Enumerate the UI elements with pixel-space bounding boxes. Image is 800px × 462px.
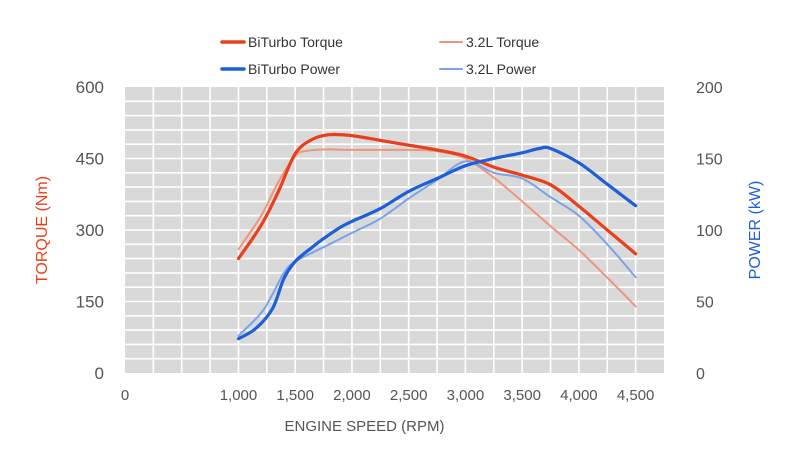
y-left-tick-label: 600 <box>76 78 104 97</box>
y-right-tick-label: 100 <box>696 223 723 240</box>
x-tick-label: 4,500 <box>617 387 655 404</box>
x-tick-label: 2,500 <box>390 387 428 404</box>
series-lines <box>236 132 638 341</box>
x-tick-label: 0 <box>121 387 129 404</box>
x-tick-label: 3,500 <box>503 387 541 404</box>
x-axis-title: ENGINE SPEED (RPM) <box>284 418 444 435</box>
series-line-biturbo-power <box>236 145 638 341</box>
legend-label-torque-3-2: 3.2L Torque <box>466 34 539 50</box>
legend-label-power-3-2: 3.2L Power <box>466 61 537 77</box>
tick-labels: 0 1,000 1,500 2,000 2,500 3,000 3,500 4,000 4,50… <box>76 78 723 404</box>
x-tick-label: 1,500 <box>276 387 314 404</box>
y-right-axis-title: POWER (kW) <box>747 181 764 280</box>
y-left-tick-label: 450 <box>76 150 104 169</box>
series-line-power-3-2 <box>237 160 637 337</box>
legend-label-biturbo-torque: BiTurbo Torque <box>248 34 343 50</box>
series-line-biturbo-torque <box>236 132 638 261</box>
y-right-tick-label: 0 <box>696 366 705 383</box>
y-right-tick-label: 200 <box>696 80 723 97</box>
legend-label-biturbo-power: BiTurbo Power <box>248 61 340 77</box>
y-left-tick-label: 0 <box>95 364 104 383</box>
x-tick-label: 2,000 <box>333 387 371 404</box>
y-left-tick-label: 150 <box>76 293 104 312</box>
x-tick-label: 4,000 <box>560 387 598 404</box>
y-right-tick-label: 50 <box>696 295 714 312</box>
grid <box>125 87 664 373</box>
y-right-tick-label: 150 <box>696 152 723 169</box>
y-left-axis-title: TORQUE (Nm) <box>34 176 51 284</box>
legend: BiTurbo Torque 3.2L Torque BiTurbo Power 3.… <box>220 34 539 77</box>
y-left-tick-label: 300 <box>76 221 104 240</box>
x-tick-label: 1,000 <box>220 387 258 404</box>
x-tick-label: 3,000 <box>447 387 485 404</box>
